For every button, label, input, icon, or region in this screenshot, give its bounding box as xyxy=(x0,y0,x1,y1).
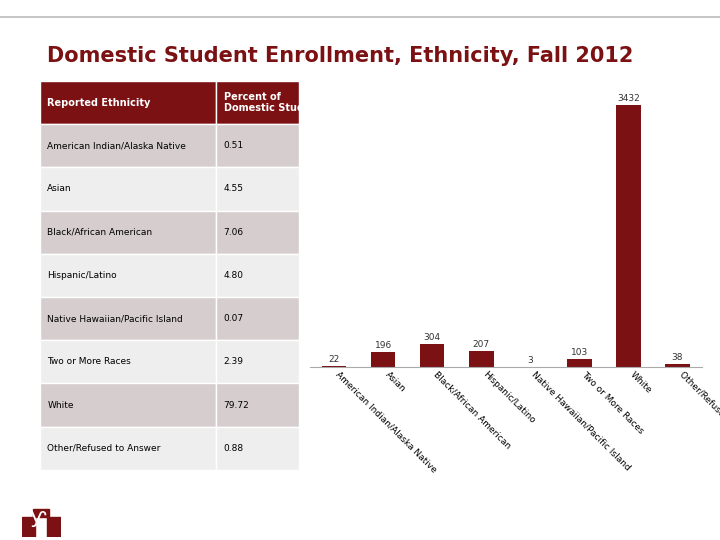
Bar xyxy=(40,254,216,297)
Bar xyxy=(40,124,216,167)
Bar xyxy=(371,352,395,367)
Text: 0.51: 0.51 xyxy=(224,141,244,150)
Bar xyxy=(322,366,346,367)
Bar xyxy=(48,517,61,537)
Bar xyxy=(216,124,299,167)
Bar xyxy=(665,364,690,367)
Text: White: White xyxy=(48,401,74,409)
Bar xyxy=(616,105,641,367)
Bar xyxy=(35,509,48,537)
Text: Reported Ethnicity: Reported Ethnicity xyxy=(48,98,150,107)
Bar xyxy=(40,211,216,254)
Bar xyxy=(35,497,48,505)
Text: ƴ: ƴ xyxy=(29,507,45,527)
Text: 3432: 3432 xyxy=(617,94,640,103)
Text: 304: 304 xyxy=(423,333,441,342)
Bar xyxy=(22,505,61,517)
Text: 13: 13 xyxy=(668,508,691,526)
Text: 2.39: 2.39 xyxy=(224,357,243,366)
Text: Two or More Races: Two or More Races xyxy=(48,357,131,366)
Text: 0.07: 0.07 xyxy=(224,314,244,323)
Text: Percent of
Domestic Students: Percent of Domestic Students xyxy=(224,92,328,113)
Text: 4.55: 4.55 xyxy=(224,185,243,193)
Bar xyxy=(216,340,299,383)
Bar xyxy=(216,297,299,340)
Text: 0.88: 0.88 xyxy=(224,444,244,453)
Bar xyxy=(40,167,216,211)
Bar xyxy=(40,383,216,427)
Text: 207: 207 xyxy=(473,341,490,349)
Text: 38: 38 xyxy=(672,353,683,362)
Text: Domestic Student Enrollment, Ethnicity, Fall 2012: Domestic Student Enrollment, Ethnicity, … xyxy=(47,46,633,66)
Text: 4.80: 4.80 xyxy=(224,271,243,280)
Text: Black/African American: Black/African American xyxy=(48,228,153,237)
Bar xyxy=(49,497,61,505)
Bar xyxy=(567,359,592,367)
Bar xyxy=(216,81,299,124)
Text: American Indian/Alaska Native: American Indian/Alaska Native xyxy=(48,141,186,150)
Bar xyxy=(216,211,299,254)
Text: 3: 3 xyxy=(528,356,534,365)
Text: 22: 22 xyxy=(328,355,340,363)
Bar xyxy=(33,509,49,517)
Text: 196: 196 xyxy=(374,341,392,350)
Bar xyxy=(216,254,299,297)
Bar xyxy=(216,427,299,470)
Bar xyxy=(22,517,35,537)
Bar xyxy=(216,383,299,427)
Text: Asian: Asian xyxy=(48,185,72,193)
Bar xyxy=(40,340,216,383)
Bar xyxy=(40,427,216,470)
Text: Hispanic/Latino: Hispanic/Latino xyxy=(48,271,117,280)
Text: INDIANA UNIVERSITY: INDIANA UNIVERSITY xyxy=(72,512,204,522)
Text: 103: 103 xyxy=(571,348,588,357)
Bar xyxy=(22,497,33,505)
Bar xyxy=(40,297,216,340)
Text: Native Hawaiian/Pacific Island: Native Hawaiian/Pacific Island xyxy=(48,314,183,323)
Text: 79.72: 79.72 xyxy=(224,401,249,409)
Bar xyxy=(40,81,216,124)
Bar xyxy=(469,352,493,367)
Text: Other/Refused to Answer: Other/Refused to Answer xyxy=(48,444,161,453)
Text: 7.06: 7.06 xyxy=(224,228,244,237)
Bar xyxy=(420,344,444,367)
Bar xyxy=(216,167,299,211)
